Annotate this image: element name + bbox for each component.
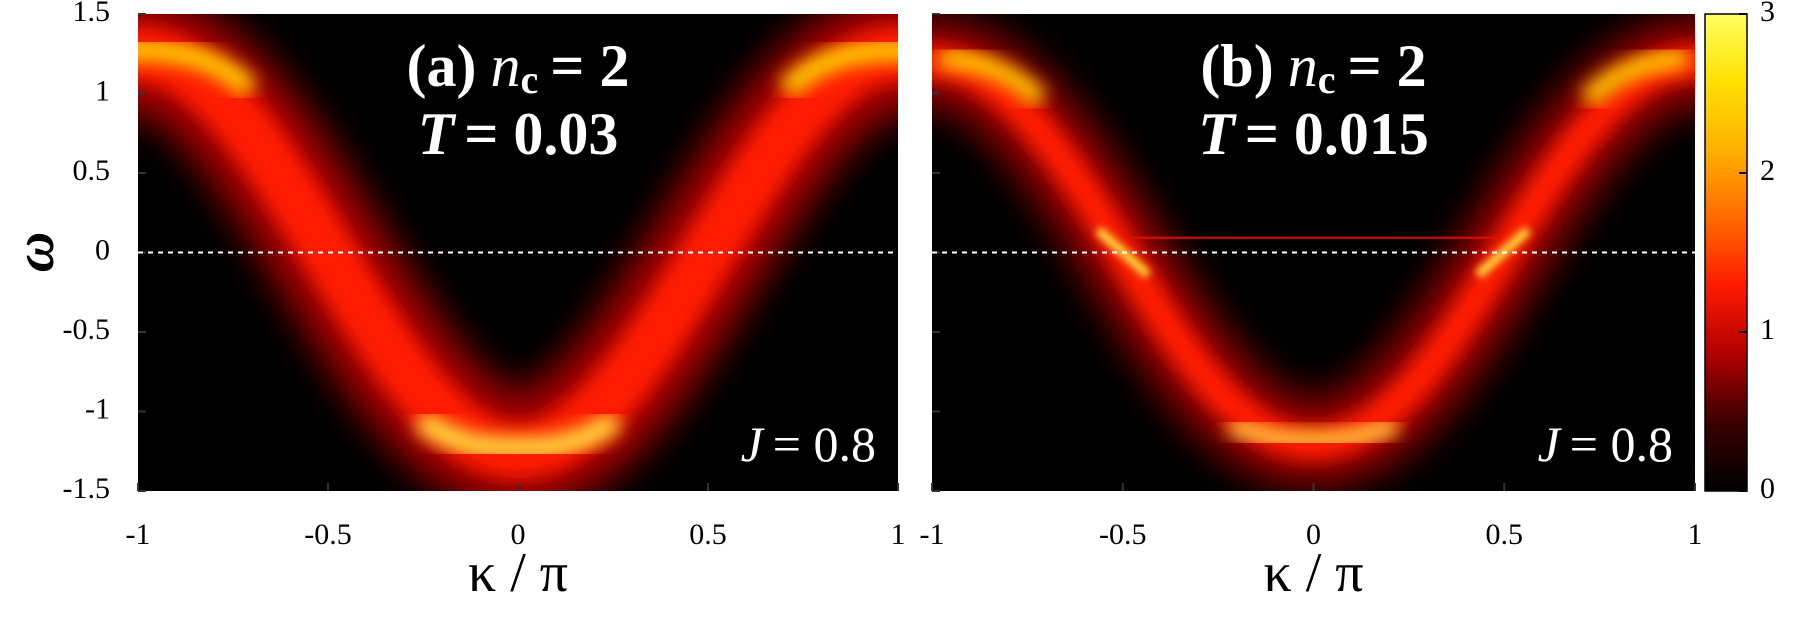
y-tick-label: 0 [95,233,110,266]
y-tick-label: 1 [95,74,110,107]
spectral-band-a [138,14,898,491]
x-tick-label: 0.5 [689,518,727,551]
x-tick-label: 1 [1688,518,1703,551]
panel-title: (b) nc = 2 [1200,33,1426,102]
n-subscript: c [1318,57,1336,102]
t-symbol: T [1198,101,1237,167]
n-subscript: c [521,57,539,102]
panel-label: (a) [407,33,477,99]
x-tick-label: -0.5 [1099,518,1147,551]
y-tick-label: 0.5 [73,154,111,187]
j-symbol: J [1538,416,1563,472]
n-value: = 2 [1347,33,1426,99]
x-tick-label: 0 [1306,518,1321,551]
x-tick-label: -0.5 [304,518,352,551]
j-value: = 0.8 [773,416,876,472]
x-axis-label: κ / π [468,542,568,604]
n-symbol: n [1288,33,1318,99]
colorbar-tick-label: 2 [1760,154,1775,187]
x-tick-label: -1 [126,518,151,551]
panel-annotation: J = 0.8 [1538,416,1673,472]
y-tick-label: 1.5 [73,0,111,28]
x-tick-label: -1 [920,518,945,551]
panel-subtitle: T = 0.015 [1198,101,1429,167]
x-tick-label: 0.5 [1486,518,1524,551]
colorbar [1704,13,1748,492]
colorbar-tick-label: 0 [1760,472,1775,505]
colorbar-tick-label: 1 [1760,313,1775,346]
n-symbol: n [491,33,521,99]
n-value: = 2 [550,33,629,99]
y-tick-label: -0.5 [63,313,111,346]
x-axis-label: κ / π [1263,542,1363,604]
y-tick-label: -1 [85,392,110,425]
t-symbol: T [418,101,457,167]
y-axis-label: ω [4,232,66,273]
panel-annotation: J = 0.8 [741,416,876,472]
panel-subtitle: T = 0.03 [418,101,619,167]
colorbar-tick-label: 3 [1760,0,1775,28]
t-value: = 0.015 [1245,101,1429,167]
panel-title: (a) nc = 2 [407,33,630,102]
y-tick-label: -1.5 [63,472,111,505]
j-value: = 0.8 [1570,416,1673,472]
t-value: = 0.03 [464,101,618,167]
x-tick-label: 0 [511,518,526,551]
panel-label: (b) [1200,33,1273,99]
j-symbol: J [741,416,766,472]
x-tick-label: 1 [891,518,906,551]
